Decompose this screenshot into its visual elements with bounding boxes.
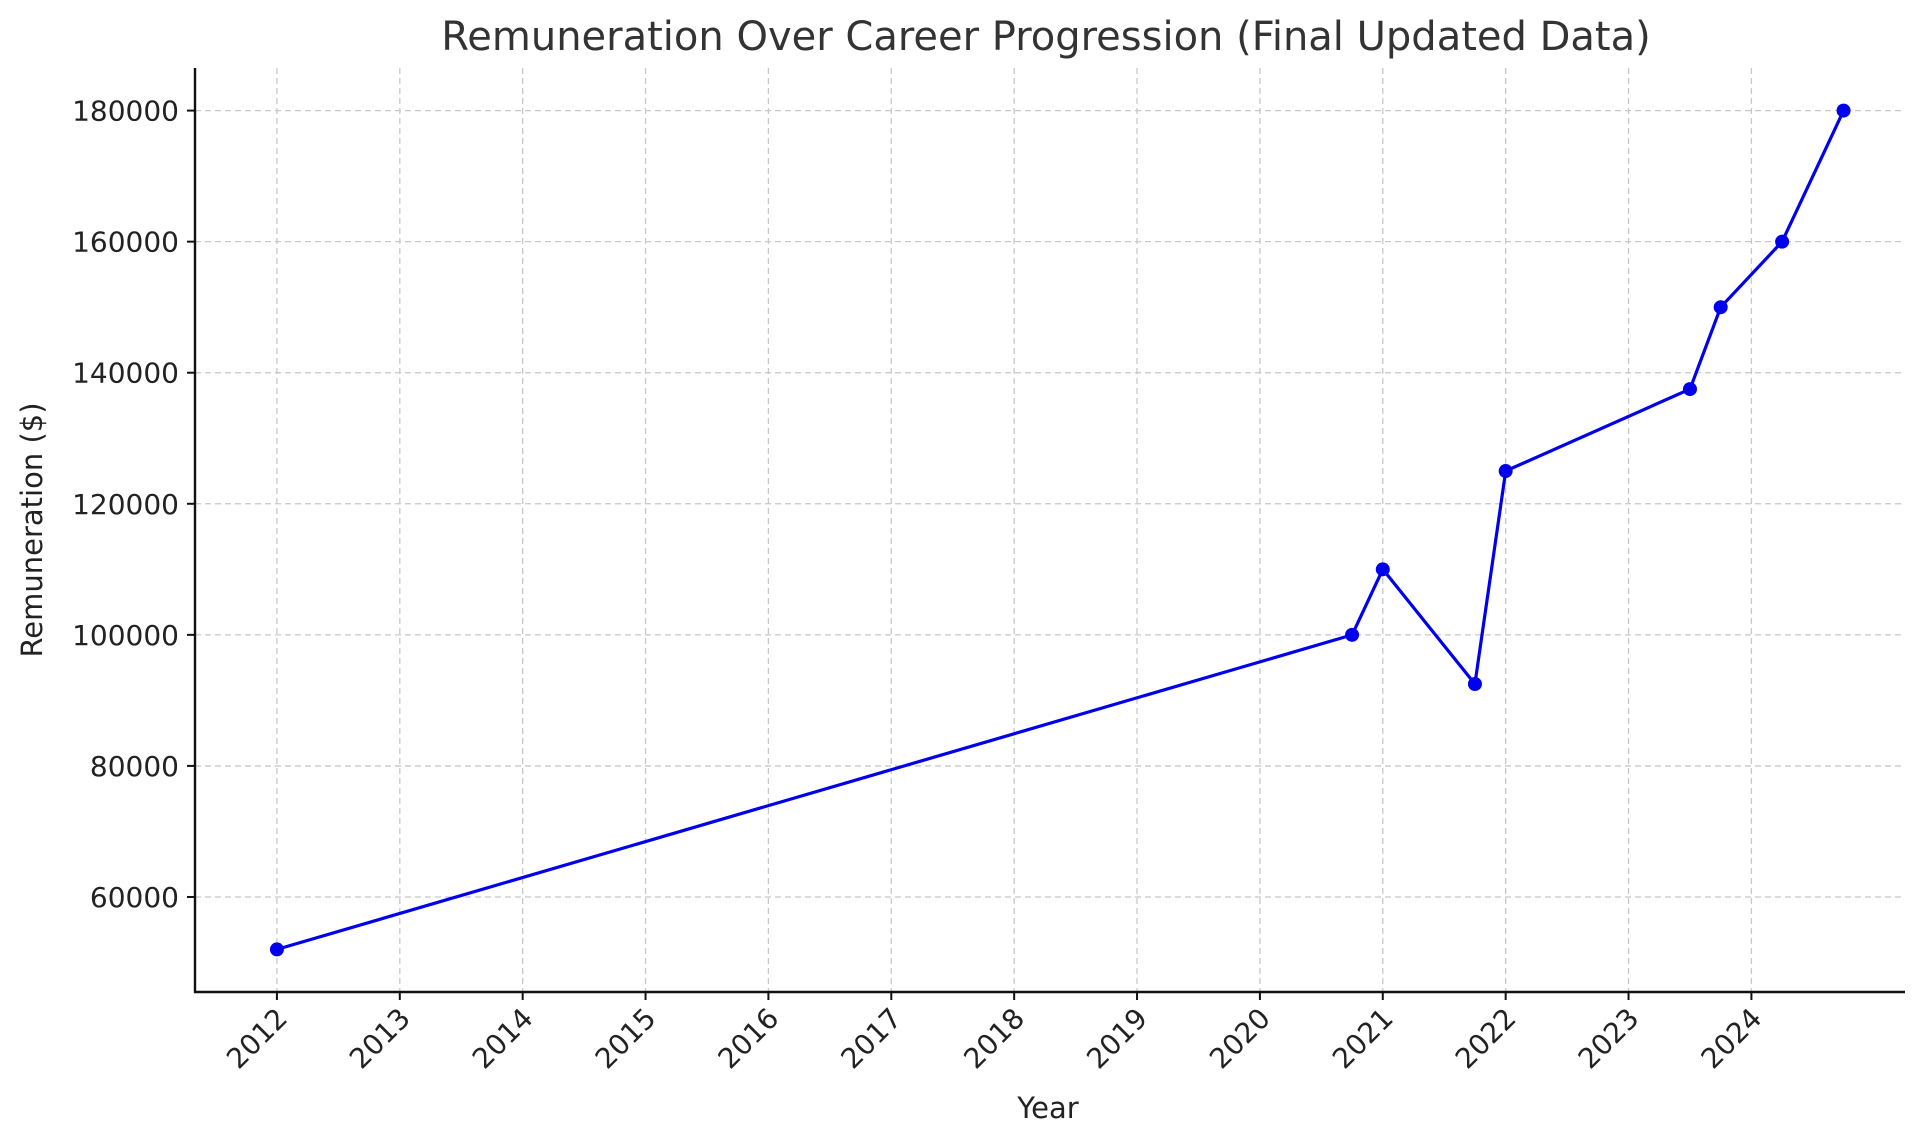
x-tick-label: 2023 bbox=[1572, 1002, 1646, 1076]
x-tick-label: 2019 bbox=[1080, 1002, 1154, 1076]
series-line bbox=[275, 108, 1846, 952]
x-tick-label: 2022 bbox=[1449, 1002, 1523, 1076]
y-axis-label: Remuneration ($) bbox=[15, 402, 49, 657]
chart-title: Remuneration Over Career Progression (Fi… bbox=[441, 14, 1650, 60]
data-point bbox=[1375, 562, 1390, 577]
x-tick-label: 2017 bbox=[835, 1002, 909, 1076]
y-tick-label: 160000 bbox=[72, 226, 179, 259]
data-point bbox=[1836, 103, 1851, 118]
data-point bbox=[1713, 300, 1728, 315]
y-tick-label: 140000 bbox=[72, 357, 179, 390]
y-tick-label: 120000 bbox=[72, 488, 179, 521]
data-point bbox=[269, 942, 284, 957]
y-tick-label: 60000 bbox=[90, 881, 179, 914]
x-tick-label: 2012 bbox=[220, 1002, 294, 1076]
data-point bbox=[1775, 234, 1790, 249]
x-tick-label: 2016 bbox=[712, 1002, 786, 1076]
y-tick-label: 180000 bbox=[72, 95, 179, 128]
x-axis-label: Year bbox=[1016, 1091, 1078, 1125]
grid-lines bbox=[195, 68, 1905, 992]
x-tick-label: 2020 bbox=[1203, 1002, 1277, 1076]
x-tick-label: 2024 bbox=[1695, 1002, 1769, 1076]
x-tick-label: 2013 bbox=[343, 1002, 417, 1076]
y-tick-label: 100000 bbox=[72, 619, 179, 652]
x-tick-label: 2014 bbox=[466, 1002, 540, 1076]
x-tick-label: 2015 bbox=[589, 1002, 663, 1076]
data-point bbox=[1682, 382, 1697, 397]
series-layer bbox=[269, 103, 1851, 957]
data-point bbox=[1345, 627, 1360, 642]
data-point bbox=[1498, 464, 1513, 479]
x-axis-ticks: 2012 2013 2014 2015 2016 2017 2018 2019 2020 2021… bbox=[220, 992, 1768, 1075]
y-tick-label: 80000 bbox=[90, 750, 179, 783]
axis-spines bbox=[193, 68, 1905, 994]
axes bbox=[193, 68, 1905, 994]
data-point bbox=[1467, 677, 1482, 691]
x-tick-label: 2018 bbox=[957, 1002, 1031, 1076]
y-axis-ticks: 60000 80000 100000 120000 140000 160000 180000 bbox=[72, 95, 195, 914]
x-tick-label: 2021 bbox=[1326, 1002, 1400, 1076]
